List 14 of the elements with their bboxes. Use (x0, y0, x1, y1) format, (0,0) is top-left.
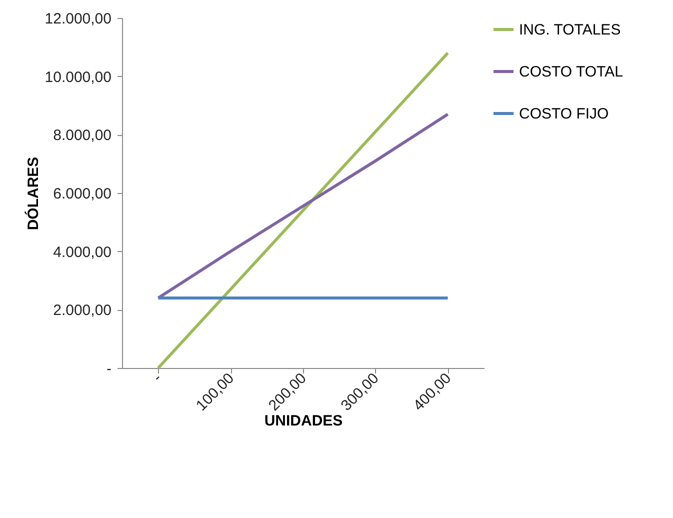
y-tick-label: 4.000,00 (53, 244, 112, 261)
legend-label: ING. TOTALES (519, 22, 621, 38)
y-tick-label: 6.000,00 (53, 186, 112, 202)
legend-label: COSTO FIJO (519, 106, 609, 122)
y-tick-label: 10.000,00 (44, 68, 112, 86)
legend-label: COSTO TOTAL (519, 64, 623, 80)
y-tick-label: 8.000,00 (53, 127, 112, 144)
y-tick-label: 12.000,00 (44, 10, 112, 28)
x-axis-title: UNIDADES (264, 412, 343, 430)
y-tick-label: 2.000,00 (53, 302, 112, 320)
line-series (156, 112, 450, 300)
line-series (156, 52, 450, 370)
y-axis-title: DÓLARES (24, 156, 42, 230)
x-tick-label: - (150, 370, 166, 386)
